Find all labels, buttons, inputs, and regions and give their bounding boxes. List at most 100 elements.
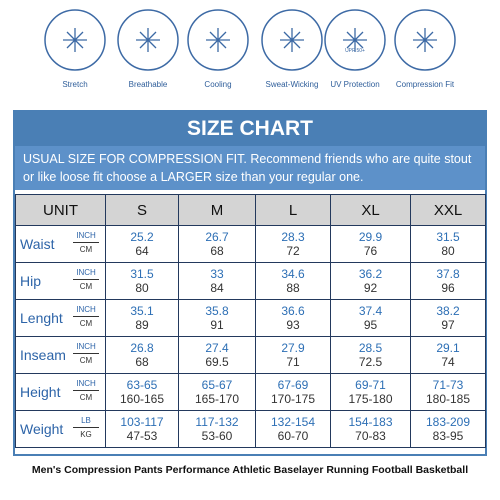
value-cell: 27.9 71 [255, 336, 331, 374]
feature-label: Cooling [204, 80, 232, 89]
unit-header: UNIT [15, 194, 106, 226]
value-cell: 25.2 64 [105, 225, 179, 263]
size-row: Height INCH CM 63-65 160-165 65-67 165-170 67-6… [15, 373, 486, 411]
value-top: 132-154 [270, 415, 316, 429]
header-row: UNIT S M L XL XXL [15, 194, 486, 226]
value-top: 31.5 [130, 267, 154, 281]
value-bottom: 47-53 [126, 429, 158, 443]
value-cell: 154-183 70-83 [330, 410, 411, 448]
feature-icon [44, 9, 106, 71]
value-bottom: 93 [286, 318, 300, 332]
value-cell: 37.8 96 [410, 262, 486, 300]
feature-icon [261, 9, 323, 71]
row-label-cell: Height INCH CM [15, 373, 106, 411]
size-header: L [255, 194, 331, 226]
value-cell: 63-65 160-165 [105, 373, 179, 411]
value-top: 28.3 [281, 230, 305, 244]
value-bottom: 160-165 [119, 392, 165, 406]
value-bottom: 83-95 [432, 429, 464, 443]
value-top: 27.9 [281, 341, 305, 355]
value-bottom: 70-83 [355, 429, 386, 443]
value-bottom: 89 [135, 318, 149, 332]
units: INCH CM [73, 379, 99, 402]
value-top: 69-71 [355, 378, 386, 392]
value-bottom: 72.5 [358, 355, 383, 369]
value-cell: 31.5 80 [410, 225, 486, 263]
value-cell: 28.5 72.5 [330, 336, 411, 374]
feature-label: Breathable [128, 80, 168, 89]
value-top: 38.2 [436, 304, 460, 318]
unit-top: INCH [73, 379, 99, 391]
value-top: 29.9 [358, 230, 383, 244]
row-label-cell: Inseam INCH CM [15, 336, 106, 374]
value-cell: 35.8 91 [178, 299, 256, 337]
value-bottom: 69.5 [205, 355, 229, 369]
unit-top: INCH [73, 231, 99, 243]
value-top: 63-65 [126, 378, 158, 392]
value-top: 25.2 [130, 230, 154, 244]
value-bottom: 80 [441, 244, 455, 258]
value-top: 71-73 [432, 378, 464, 392]
value-cell: 31.5 80 [105, 262, 179, 300]
value-bottom: 95 [363, 318, 378, 332]
value-bottom: 80 [135, 281, 149, 295]
value-top: 27.4 [205, 341, 229, 355]
value-cell: 35.1 89 [105, 299, 179, 337]
value-cell: 26.7 68 [178, 225, 256, 263]
unit-bottom: KG [80, 430, 92, 439]
value-bottom: 175-180 [348, 392, 393, 406]
feature: Breathable [113, 8, 183, 90]
value-top: 29.1 [436, 341, 460, 355]
feature: Sweat-Wicking [257, 8, 327, 90]
value-cell: 34.6 88 [255, 262, 331, 300]
size-row: Waist INCH CM 25.2 64 26.7 68 28.3 72 29.9 76 31.5 8… [15, 225, 486, 263]
value-cell: 33 84 [178, 262, 256, 300]
unit-top: INCH [73, 305, 99, 317]
size-row: Lenght INCH CM 35.1 89 35.8 91 36.6 93 37.4 95 38.2… [15, 299, 486, 337]
value-cell: 65-67 165-170 [178, 373, 256, 411]
units: INCH CM [73, 268, 99, 291]
units: INCH CM [73, 231, 99, 254]
value-top: 26.8 [130, 341, 154, 355]
units: LB KG [73, 416, 99, 439]
feature: Compression Fit [390, 8, 460, 90]
value-top: 33 [210, 267, 224, 281]
value-bottom: 96 [441, 281, 455, 295]
value-top: 31.5 [436, 230, 460, 244]
value-bottom: 180-185 [425, 392, 471, 406]
value-top: 37.8 [436, 267, 460, 281]
value-bottom: 74 [441, 355, 455, 369]
value-bottom: 165-170 [194, 392, 240, 406]
feature-icon [117, 9, 179, 71]
value-bottom: 72 [286, 244, 300, 258]
value-cell: 132-154 60-70 [255, 410, 331, 448]
value-top: 26.7 [205, 230, 229, 244]
value-bottom: 64 [135, 244, 149, 258]
size-header: M [178, 194, 256, 226]
size-row: Hip INCH CM 31.5 80 33 84 34.6 88 36.2 92 37.8 96 [15, 262, 486, 300]
value-cell: 26.8 68 [105, 336, 179, 374]
value-cell: 38.2 97 [410, 299, 486, 337]
value-top: 37.4 [358, 304, 383, 318]
caption: Men's Compression Pants Performance Athl… [31, 464, 469, 476]
row-label-cell: Waist INCH CM [15, 225, 106, 263]
value-top: 35.8 [205, 304, 229, 318]
value-bottom: 97 [441, 318, 455, 332]
value-cell: 117-132 53-60 [178, 410, 256, 448]
row-name: Hip [20, 273, 42, 289]
value-top: 35.1 [130, 304, 154, 318]
feature-icon [187, 9, 249, 71]
value-bottom: 60-70 [277, 429, 309, 443]
value-cell: 27.4 69.5 [178, 336, 256, 374]
value-cell: 29.1 74 [410, 336, 486, 374]
feature-label: Sweat-Wicking [265, 80, 319, 89]
value-bottom: 68 [135, 355, 149, 369]
row-label-cell: Lenght INCH CM [15, 299, 106, 337]
value-bottom: 84 [210, 281, 224, 295]
value-cell: 37.4 95 [330, 299, 411, 337]
value-cell: 36.6 93 [255, 299, 331, 337]
value-bottom: 53-60 [201, 429, 233, 443]
row-name: Height [20, 384, 61, 400]
feature-label: Stretch [62, 80, 88, 89]
